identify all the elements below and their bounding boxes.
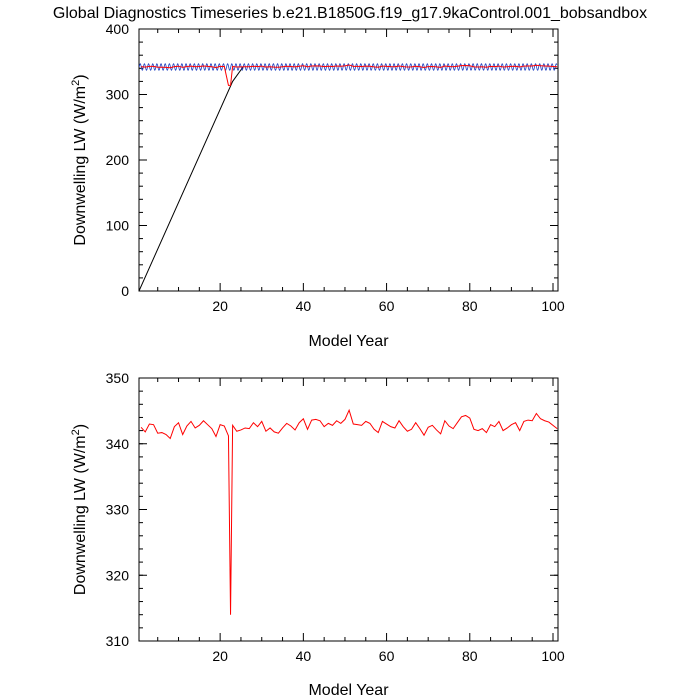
series-line <box>141 64 558 86</box>
y-tick-label: 310 <box>106 633 130 649</box>
series-line <box>140 408 558 615</box>
x-axis-label: Model Year <box>308 682 389 699</box>
y-tick-label: 330 <box>106 502 130 518</box>
top-panel: 20 40 60 80 100 0 100 200 300 400 Model Year Downwe… <box>70 21 565 350</box>
plot-area <box>140 408 558 615</box>
y-tick-label: 0 <box>121 283 129 299</box>
x-tick-label: 20 <box>212 648 228 664</box>
y-tick-label: 200 <box>106 152 130 168</box>
y-tick-label: 300 <box>106 87 130 103</box>
x-tick-label: 40 <box>296 648 312 664</box>
x-tick-label: 60 <box>379 648 395 664</box>
x-tick-label: 80 <box>462 298 478 314</box>
series-line <box>139 66 244 291</box>
plot-frame <box>138 377 559 642</box>
figure-title: Global Diagnostics Timeseries b.e21.B185… <box>53 5 647 22</box>
x-tick-label: 60 <box>379 298 395 314</box>
x-tick-label: 100 <box>541 648 565 664</box>
x-tick-label: 40 <box>296 298 312 314</box>
plot-area <box>139 63 558 291</box>
y-axis-label: Downwelling LW (W/m2) <box>70 74 89 245</box>
x-axis-label: Model Year <box>308 333 389 350</box>
y-tick-label: 400 <box>106 21 130 37</box>
y-tick-label: 100 <box>106 218 130 234</box>
y-tick-label: 340 <box>106 436 130 452</box>
y-tick-label: 320 <box>106 567 130 583</box>
x-tick-label: 80 <box>462 648 478 664</box>
bottom-panel: 20 40 60 80 100 310 320 330 340 350 Model Year Down… <box>70 370 565 699</box>
y-tick-label: 350 <box>106 370 130 386</box>
x-tick-label: 100 <box>541 298 565 314</box>
y-axis-label: Downwelling LW (W/m2) <box>70 424 89 595</box>
monthly-series-line <box>139 63 558 71</box>
x-tick-label: 20 <box>212 298 228 314</box>
